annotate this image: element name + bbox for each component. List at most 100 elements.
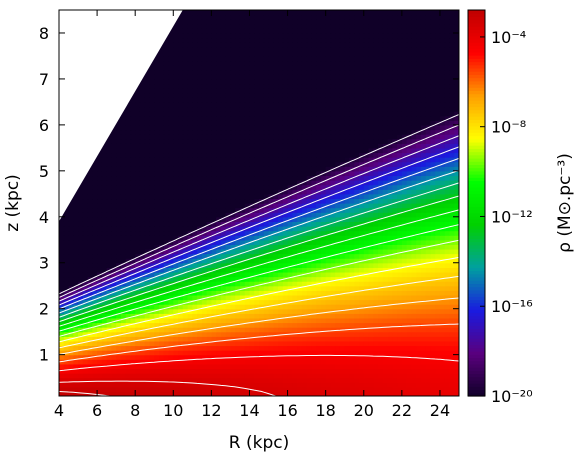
heatmap-cell bbox=[116, 157, 122, 163]
heatmap-cell bbox=[301, 373, 308, 379]
heatmap-cell bbox=[130, 143, 136, 149]
heatmap-cell bbox=[397, 239, 403, 245]
heatmap-cell bbox=[354, 345, 360, 351]
heatmap-cell bbox=[439, 230, 446, 236]
heatmap-cell bbox=[130, 225, 136, 232]
heatmap-cell bbox=[144, 258, 151, 264]
heatmap-cell bbox=[101, 281, 108, 287]
heatmap-cell bbox=[335, 359, 341, 365]
heatmap-cell bbox=[335, 285, 341, 291]
heatmap-cell bbox=[106, 244, 112, 250]
heatmap-cell bbox=[187, 244, 193, 250]
heatmap-cell bbox=[292, 225, 298, 232]
heatmap-cell bbox=[282, 225, 289, 232]
heatmap-cell bbox=[116, 170, 122, 177]
heatmap-cell bbox=[273, 304, 279, 310]
heatmap-cell bbox=[382, 386, 389, 393]
heatmap-cell bbox=[230, 124, 236, 131]
heatmap-cell bbox=[235, 345, 241, 351]
heatmap-cell bbox=[311, 193, 317, 200]
heatmap-cell bbox=[154, 391, 160, 396]
heatmap-cell bbox=[430, 304, 436, 310]
heatmap-cell bbox=[382, 180, 389, 186]
heatmap-cell bbox=[139, 184, 146, 190]
heatmap-cell bbox=[454, 368, 459, 374]
heatmap-cell bbox=[244, 386, 251, 393]
heatmap-cell bbox=[111, 377, 117, 383]
heatmap-cell bbox=[68, 258, 74, 264]
heatmap-cell bbox=[230, 152, 236, 158]
heatmap-cell bbox=[444, 244, 451, 250]
heatmap-cell bbox=[159, 340, 165, 347]
heatmap-cell bbox=[63, 207, 70, 213]
heatmap-cell bbox=[401, 239, 408, 245]
heatmap-cell bbox=[349, 203, 355, 209]
heatmap-cell bbox=[78, 239, 84, 245]
heatmap-cell bbox=[368, 391, 374, 396]
heatmap-cell bbox=[73, 262, 79, 268]
heatmap-cell bbox=[339, 147, 346, 154]
heatmap-cell bbox=[97, 175, 103, 181]
heatmap-cell bbox=[268, 354, 274, 360]
heatmap-cell bbox=[359, 143, 365, 149]
heatmap-cell bbox=[235, 203, 241, 209]
heatmap-cell bbox=[201, 184, 208, 190]
heatmap-cell bbox=[244, 281, 251, 287]
heatmap-cell bbox=[311, 340, 317, 347]
heatmap-cell bbox=[97, 170, 103, 177]
heatmap-cell bbox=[292, 221, 298, 227]
heatmap-cell bbox=[320, 157, 327, 163]
heatmap-cell bbox=[449, 235, 455, 241]
heatmap-cell bbox=[149, 391, 155, 396]
heatmap-cell bbox=[325, 382, 332, 388]
heatmap-cell bbox=[82, 175, 89, 181]
heatmap-cell bbox=[306, 290, 312, 296]
heatmap-cell bbox=[68, 294, 74, 301]
heatmap-cell bbox=[349, 239, 355, 245]
heatmap-cell bbox=[397, 313, 403, 319]
heatmap-cell bbox=[425, 276, 432, 282]
heatmap-cell bbox=[330, 134, 336, 140]
heatmap-cell bbox=[378, 161, 384, 167]
heatmap-cell bbox=[263, 216, 270, 222]
heatmap-cell bbox=[354, 203, 360, 209]
heatmap-cell bbox=[182, 212, 189, 218]
heatmap-cell bbox=[101, 377, 108, 383]
heatmap-cell bbox=[335, 230, 341, 236]
heatmap-cell bbox=[78, 299, 84, 305]
heatmap-cell bbox=[211, 221, 217, 227]
heatmap-cell bbox=[420, 166, 427, 172]
heatmap-cell bbox=[349, 391, 355, 396]
heatmap-cell bbox=[144, 170, 151, 177]
heatmap-cell bbox=[254, 138, 260, 144]
heatmap-cell bbox=[292, 235, 298, 241]
heatmap-cell bbox=[87, 239, 93, 245]
heatmap-cell bbox=[97, 304, 103, 310]
heatmap-cell bbox=[125, 129, 132, 135]
heatmap-cell bbox=[163, 386, 170, 393]
heatmap-cell bbox=[168, 354, 174, 360]
heatmap-cell bbox=[111, 193, 117, 200]
heatmap-cell bbox=[139, 377, 146, 383]
heatmap-cell bbox=[392, 175, 398, 181]
heatmap-cell bbox=[211, 294, 217, 301]
heatmap-cell bbox=[201, 290, 208, 296]
heatmap-cell bbox=[373, 180, 379, 186]
heatmap-cell bbox=[268, 129, 274, 135]
heatmap-cell bbox=[159, 143, 165, 149]
heatmap-cell bbox=[297, 221, 303, 227]
heatmap-cell bbox=[120, 373, 127, 379]
heatmap-cell bbox=[130, 193, 136, 200]
heatmap-cell bbox=[406, 271, 412, 278]
heatmap-cell bbox=[268, 161, 274, 167]
heatmap-cell bbox=[239, 271, 246, 278]
heatmap-cell bbox=[316, 138, 322, 144]
heatmap-cell bbox=[216, 120, 222, 126]
heatmap-cell bbox=[235, 170, 241, 177]
heatmap-cell bbox=[211, 216, 217, 222]
heatmap-cell bbox=[168, 230, 174, 236]
heatmap-cell bbox=[335, 345, 341, 351]
heatmap-cell bbox=[397, 152, 403, 158]
heatmap-cell bbox=[278, 377, 284, 383]
heatmap-cell bbox=[178, 157, 184, 163]
